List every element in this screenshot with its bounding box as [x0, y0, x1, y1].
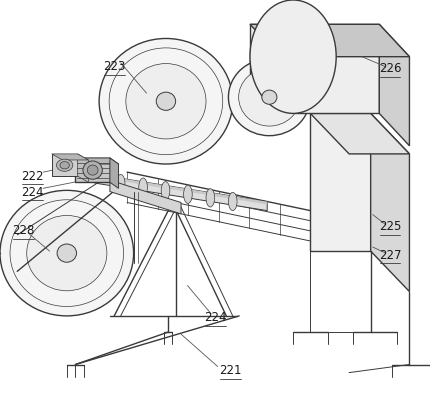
Ellipse shape [228, 192, 236, 211]
Ellipse shape [60, 162, 69, 169]
Ellipse shape [57, 244, 76, 262]
Ellipse shape [161, 181, 169, 200]
Polygon shape [75, 158, 118, 164]
Ellipse shape [126, 64, 206, 139]
Text: 227: 227 [378, 249, 400, 262]
Polygon shape [110, 180, 181, 214]
Ellipse shape [87, 165, 98, 175]
Polygon shape [310, 113, 408, 154]
Ellipse shape [206, 189, 214, 207]
Ellipse shape [99, 38, 232, 164]
Polygon shape [77, 154, 88, 182]
Polygon shape [110, 158, 118, 188]
Ellipse shape [249, 0, 335, 113]
Polygon shape [378, 24, 408, 146]
Text: 223: 223 [103, 60, 125, 73]
Ellipse shape [27, 215, 107, 291]
Text: 224: 224 [204, 311, 226, 324]
Ellipse shape [261, 90, 276, 104]
Polygon shape [95, 174, 267, 205]
Text: 221: 221 [219, 364, 241, 377]
Polygon shape [75, 158, 110, 182]
Text: 222: 222 [21, 170, 43, 183]
Ellipse shape [138, 178, 147, 196]
Ellipse shape [56, 159, 73, 171]
Ellipse shape [228, 59, 310, 136]
Ellipse shape [156, 92, 175, 111]
Polygon shape [95, 174, 267, 211]
Ellipse shape [183, 185, 192, 203]
Polygon shape [249, 24, 408, 57]
Polygon shape [370, 113, 408, 292]
Polygon shape [249, 24, 378, 113]
Text: 224: 224 [21, 186, 43, 199]
Ellipse shape [116, 175, 125, 193]
Polygon shape [52, 154, 77, 176]
Ellipse shape [0, 190, 133, 316]
Text: 226: 226 [378, 62, 400, 75]
Ellipse shape [83, 161, 102, 179]
Ellipse shape [238, 68, 299, 126]
Text: 228: 228 [12, 224, 35, 237]
Polygon shape [310, 113, 370, 251]
Text: 225: 225 [378, 220, 400, 233]
Polygon shape [52, 154, 88, 160]
